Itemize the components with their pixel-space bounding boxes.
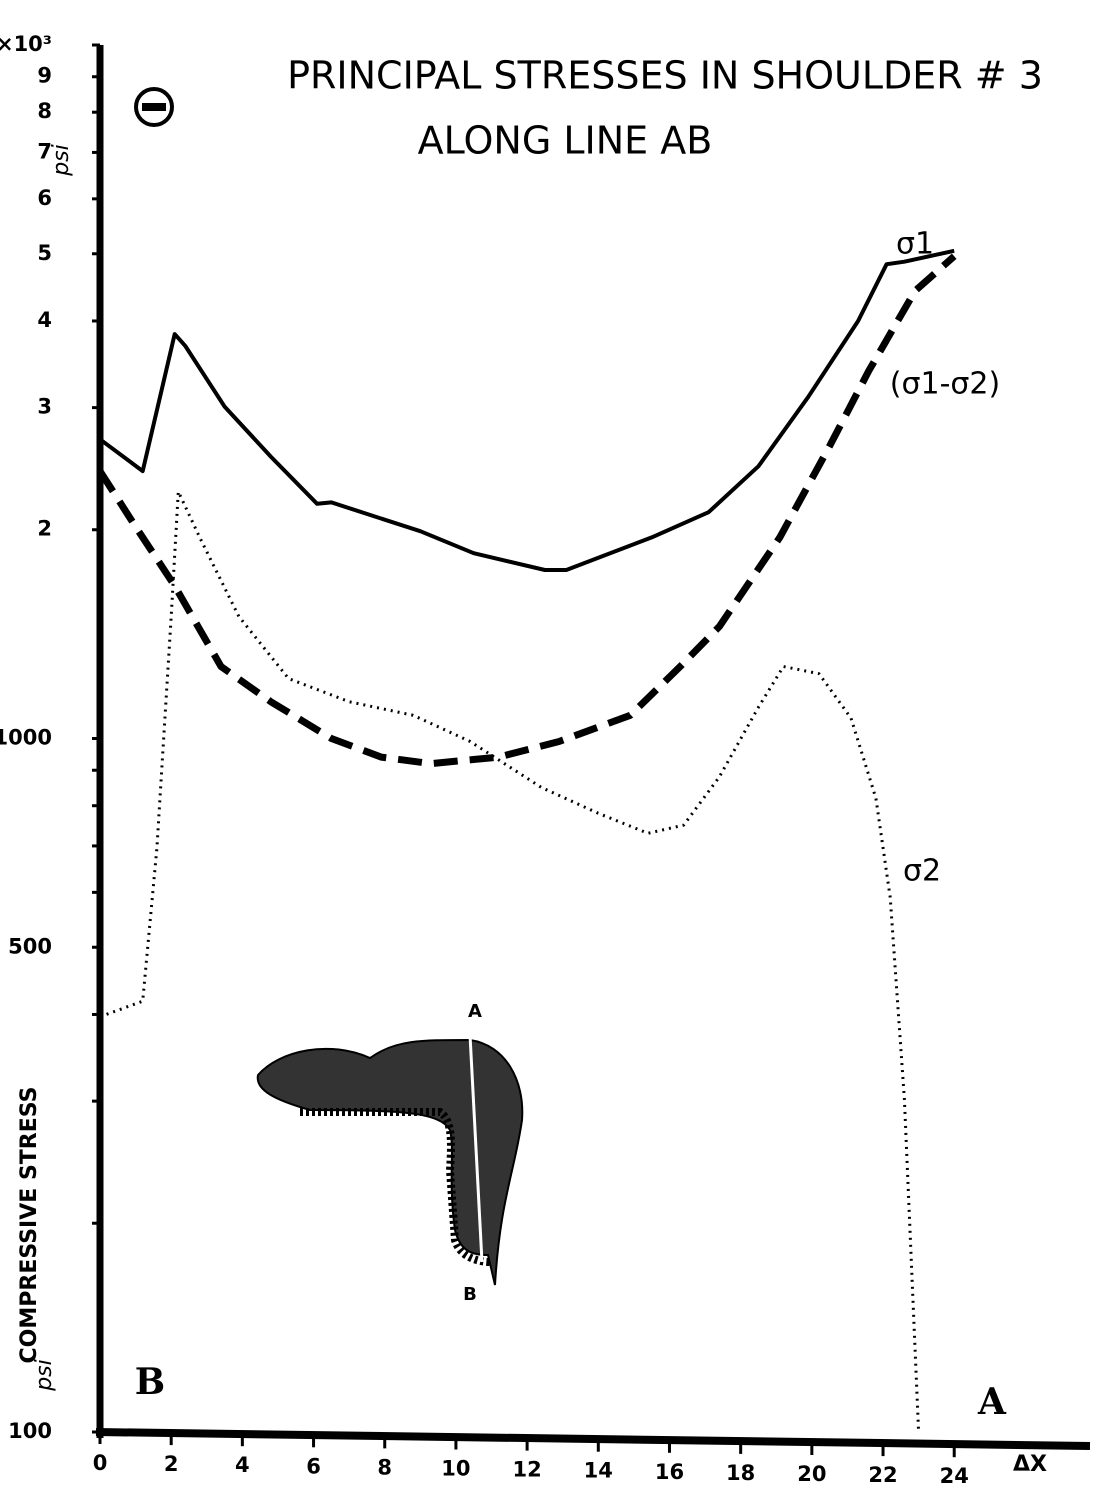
x-tick-label: 14 xyxy=(584,1459,613,1483)
x-axis xyxy=(95,1428,1091,1450)
x-tick-label: 20 xyxy=(797,1462,826,1486)
x-tick-label: 8 xyxy=(377,1455,392,1479)
chart-subtitle: ALONG LINE AB xyxy=(418,119,713,163)
x-tick-label: 2 xyxy=(164,1452,179,1476)
inset-label: A xyxy=(468,1001,482,1022)
y-tick-label: 7 xyxy=(37,139,52,163)
y-tick-label: 8 xyxy=(37,99,52,123)
y-tick-label: 500 xyxy=(8,934,52,958)
end-label: A xyxy=(977,1381,1007,1423)
x-tick-label: 22 xyxy=(868,1463,897,1487)
series-label: σ1 xyxy=(896,227,934,262)
y-tick-label: 9 xyxy=(37,64,52,88)
x-tick-label: 18 xyxy=(726,1461,755,1485)
series-line xyxy=(98,248,955,572)
chart-title: PRINCIPAL STRESSES IN SHOULDER # 3 xyxy=(287,54,1043,98)
y-tick-label: 5 xyxy=(37,241,52,265)
y-unit-top: psi xyxy=(49,144,74,177)
x-tick-label: 16 xyxy=(655,1460,684,1484)
y-tick-label: 4 xyxy=(37,308,52,332)
inset-label: B xyxy=(463,1284,477,1305)
x-tick-label: 4 xyxy=(235,1453,250,1477)
y-tick-label: 100 xyxy=(8,1419,52,1443)
inset-diagram: A B xyxy=(256,1001,524,1305)
y-unit-bottom: psi xyxy=(32,1359,57,1392)
x-tick-label: 24 xyxy=(940,1464,969,1488)
end-label: B xyxy=(135,1361,165,1403)
x-tick-label: 10 xyxy=(441,1457,470,1481)
y-tick-label: 1000 xyxy=(0,726,52,750)
y-tick-label: 3 xyxy=(37,395,52,419)
x-tick-label: 0 xyxy=(93,1451,108,1475)
series-line xyxy=(97,253,957,768)
y-tick-label: 2 xyxy=(37,517,52,541)
series-label: σ2 xyxy=(903,854,941,889)
y-axis-label: COMPRESSIVE STRESS xyxy=(17,1087,42,1364)
series-label: (σ1-σ2) xyxy=(890,367,1000,402)
y-tick-label: 6 xyxy=(37,186,52,210)
x-axis-label: ΔX xyxy=(1013,1452,1047,1477)
series-line xyxy=(99,490,921,1433)
x-tick-label: 6 xyxy=(306,1454,321,1478)
x-tick-label: 12 xyxy=(512,1458,541,1482)
minus-sign-icon xyxy=(134,87,174,127)
y-tick-label: 10×10³ xyxy=(0,32,52,56)
